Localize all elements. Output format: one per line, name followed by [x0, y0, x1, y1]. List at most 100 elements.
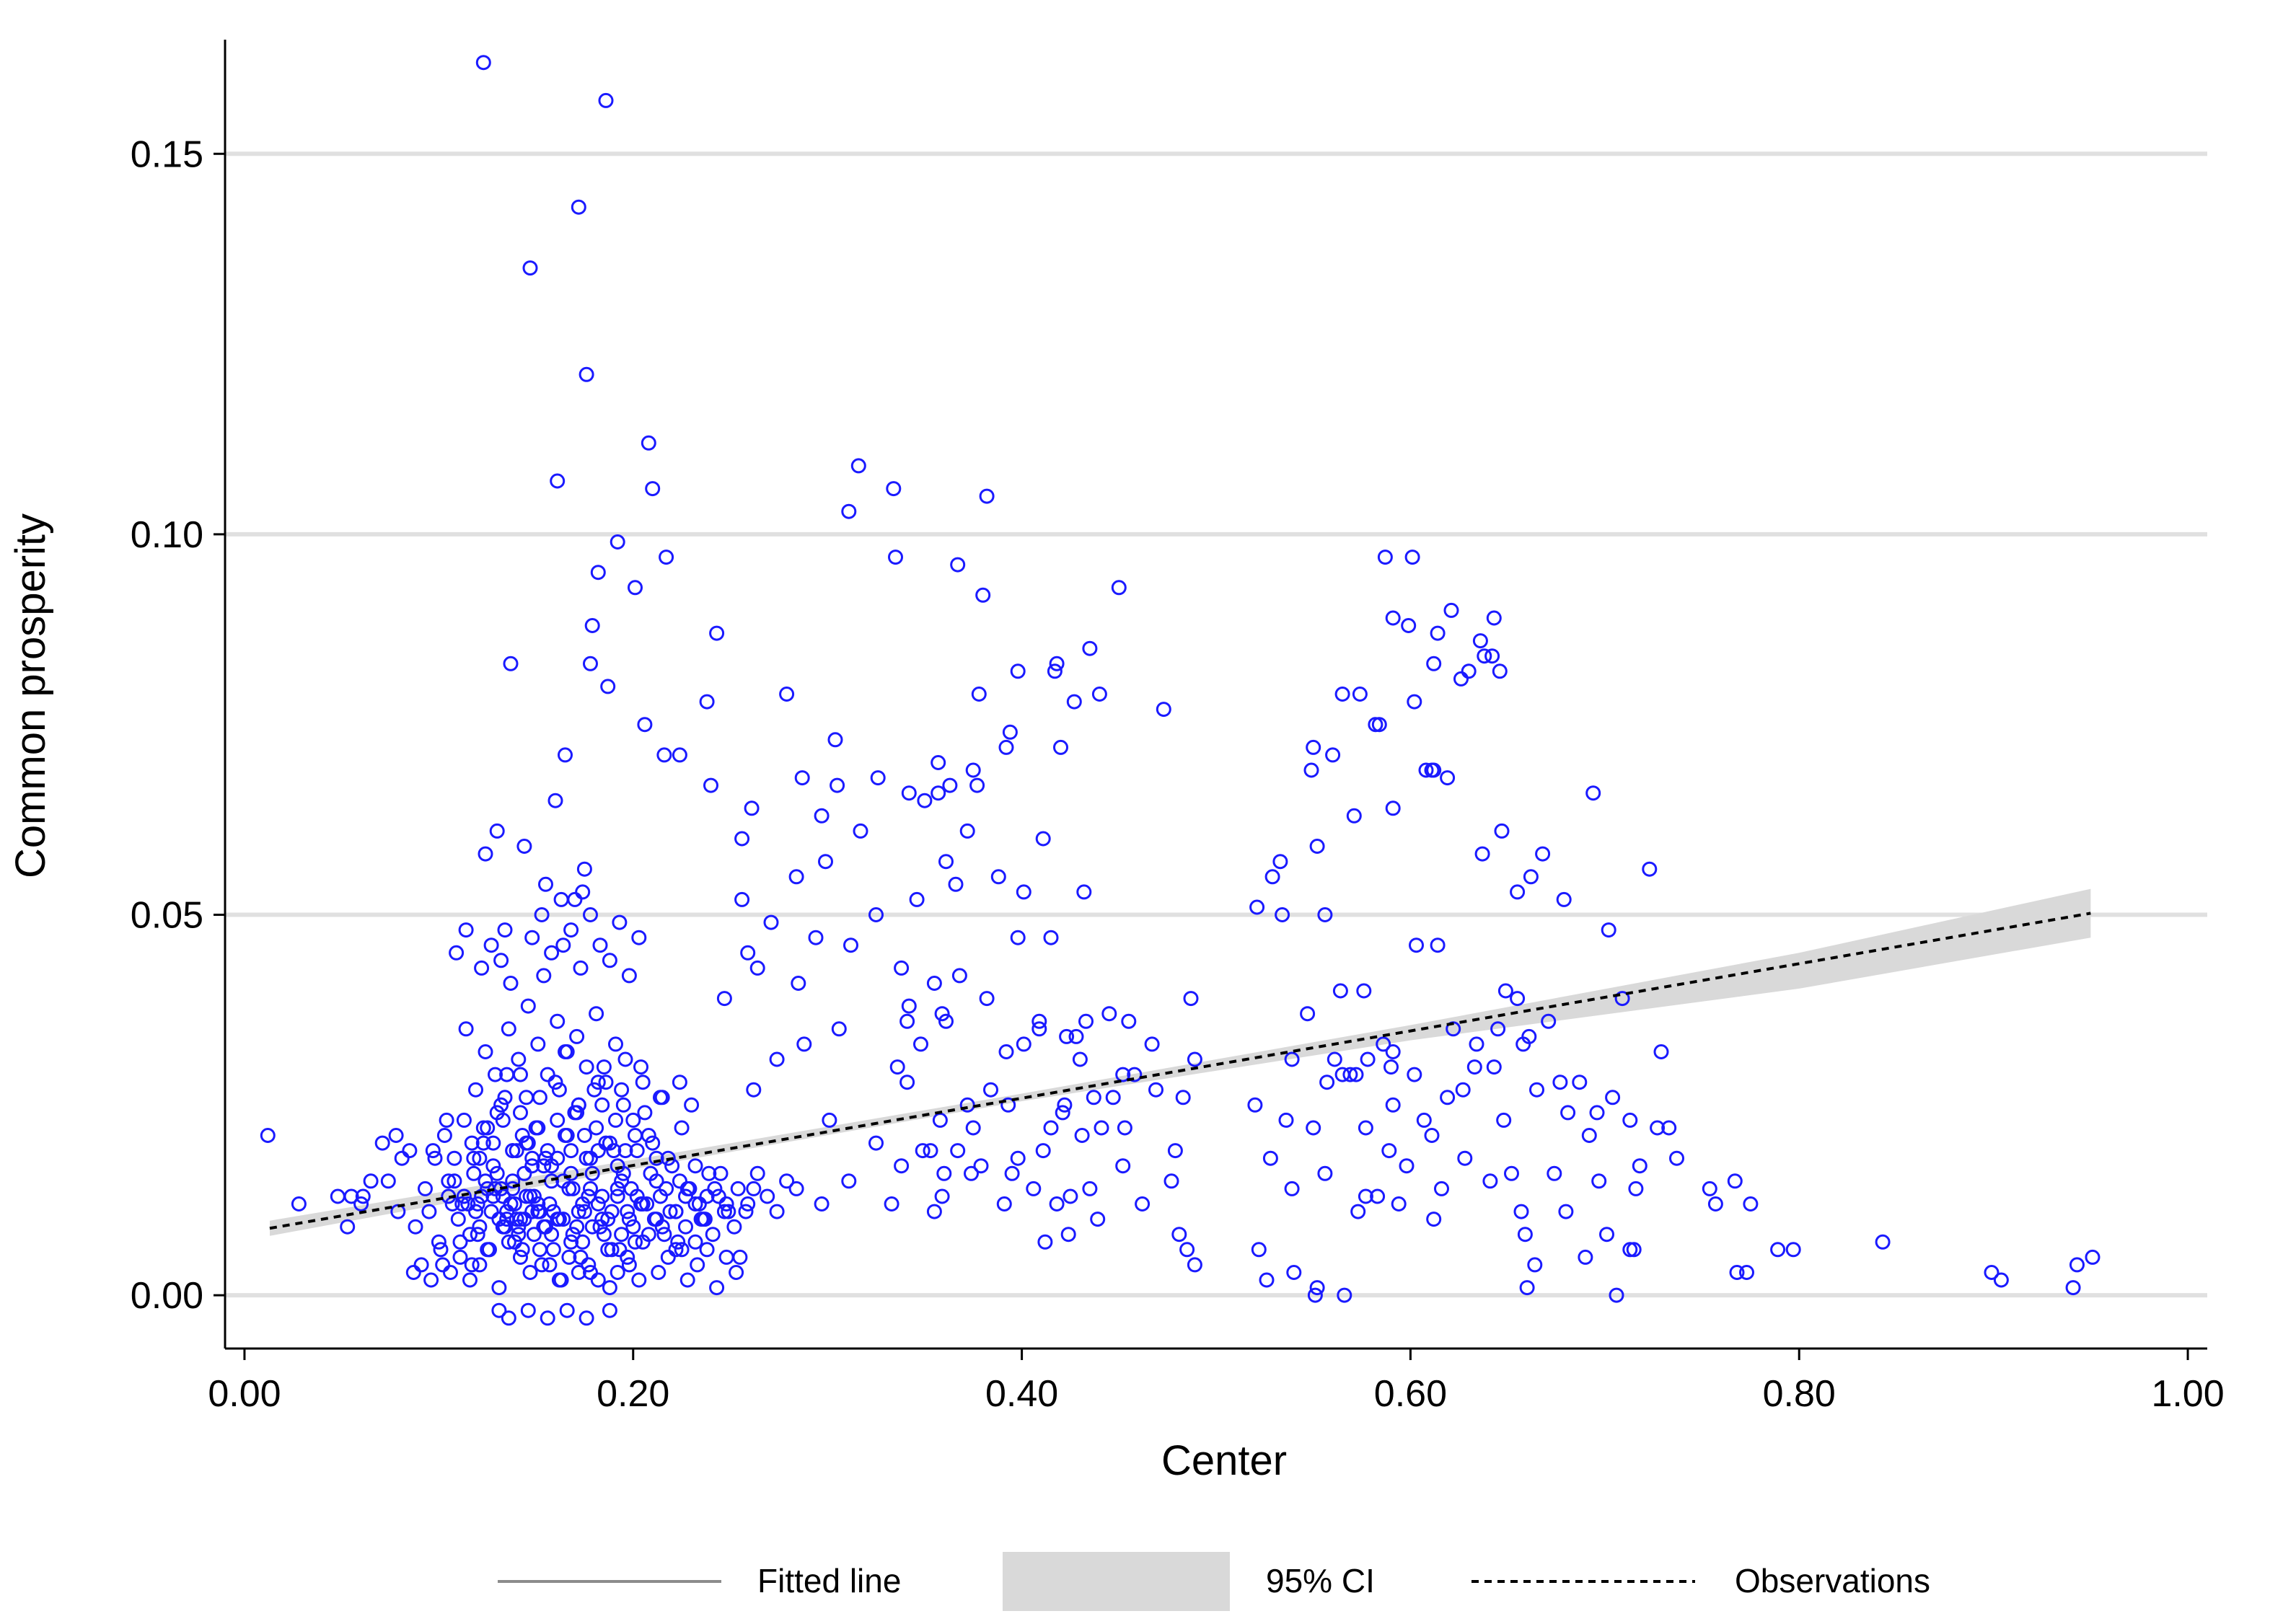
data-point [1653, 1044, 1669, 1059]
data-point [1002, 724, 1018, 740]
data-point [544, 1158, 560, 1174]
data-point [628, 1128, 643, 1143]
data-point [1440, 770, 1456, 786]
data-point [1770, 1242, 1786, 1258]
data-point [491, 1280, 507, 1296]
data-point [478, 1173, 493, 1189]
data-point [514, 1242, 530, 1258]
data-point [600, 1242, 616, 1258]
data-point [513, 1105, 528, 1121]
data-point [610, 534, 625, 550]
data-point [841, 1173, 857, 1189]
data-point [1614, 991, 1630, 1007]
data-point [1262, 1150, 1278, 1166]
data-point [1053, 739, 1068, 755]
data-point [485, 1158, 501, 1174]
data-point [454, 1196, 470, 1212]
data-point [915, 1143, 931, 1159]
data-point [456, 1188, 472, 1204]
data-point [610, 1265, 625, 1280]
data-point [532, 1090, 547, 1106]
data-point [513, 1067, 528, 1082]
data-point [470, 1196, 485, 1212]
data-point [1144, 1036, 1160, 1052]
tick-labels: 0.00 0.05 0.10 0.15 0.00 0.20 0.40 0.60 0.80 1.00 [131, 133, 2225, 1415]
data-point [561, 1181, 577, 1196]
data-point [534, 907, 550, 922]
data-point [1135, 1196, 1151, 1212]
data-point [583, 1265, 598, 1280]
data-point [614, 1082, 630, 1098]
data-point [1581, 1128, 1597, 1143]
data-point [660, 1150, 676, 1166]
data-point [998, 739, 1014, 755]
data-point [418, 1181, 433, 1196]
data-point [868, 907, 884, 922]
data-point [540, 1067, 555, 1082]
data-point [621, 1257, 637, 1273]
data-point [884, 1196, 899, 1212]
data-point [1078, 1013, 1094, 1029]
data-point [1383, 1059, 1399, 1075]
data-point [888, 550, 903, 565]
data-point [822, 1112, 837, 1128]
data-point [1163, 1173, 1179, 1189]
data-point [909, 891, 925, 907]
data-point [1306, 1120, 1321, 1136]
data-point [573, 960, 589, 976]
data-point [483, 937, 499, 953]
x-axis-title: Center [1161, 1437, 1287, 1484]
data-point [583, 1150, 598, 1166]
data-point [1628, 1181, 1644, 1196]
data-point [583, 907, 598, 922]
data-point [615, 1097, 631, 1113]
data-point [475, 1120, 491, 1136]
data-point [699, 1188, 715, 1204]
data-point [645, 1135, 661, 1151]
data-point [760, 1188, 775, 1204]
x-tick-label-0: 0.00 [208, 1373, 281, 1415]
data-point [558, 747, 573, 763]
data-point [1504, 1165, 1519, 1181]
data-point [1010, 663, 1026, 679]
data-point [1272, 854, 1288, 870]
data-point [540, 1310, 555, 1326]
data-point [1076, 884, 1092, 900]
data-point [495, 1112, 511, 1128]
data-point [703, 777, 718, 793]
data-point [629, 1143, 645, 1159]
data-point [536, 1158, 552, 1174]
data-point [749, 1165, 765, 1181]
data-point [690, 1257, 705, 1273]
data-point [931, 785, 946, 801]
data-point [729, 1265, 744, 1280]
data-point [583, 1181, 598, 1196]
data-point [769, 1204, 785, 1219]
data-point [841, 503, 857, 519]
data-point [1346, 808, 1362, 824]
data-point [662, 1204, 678, 1219]
data-point [2065, 1280, 2081, 1296]
data-point [1601, 922, 1616, 938]
data-point [831, 1021, 847, 1037]
data-point [1547, 1165, 1562, 1181]
data-point [1327, 1051, 1342, 1067]
data-point [1115, 1158, 1131, 1174]
data-point [598, 1074, 614, 1090]
data-point [530, 1204, 546, 1219]
data-point [1469, 1036, 1484, 1052]
data-point [1127, 1067, 1143, 1082]
data-point [617, 1051, 633, 1067]
data-point [1490, 1021, 1506, 1037]
data-point [1057, 1097, 1073, 1113]
data-point [796, 1036, 812, 1052]
data-point [590, 1196, 606, 1212]
data-point [1632, 1158, 1647, 1174]
data-point [894, 960, 910, 976]
data-point [734, 831, 750, 847]
data-point [501, 1021, 516, 1037]
data-point [1404, 550, 1420, 565]
data-point [1010, 1150, 1026, 1166]
data-point [561, 1249, 577, 1265]
data-point [550, 1112, 566, 1128]
